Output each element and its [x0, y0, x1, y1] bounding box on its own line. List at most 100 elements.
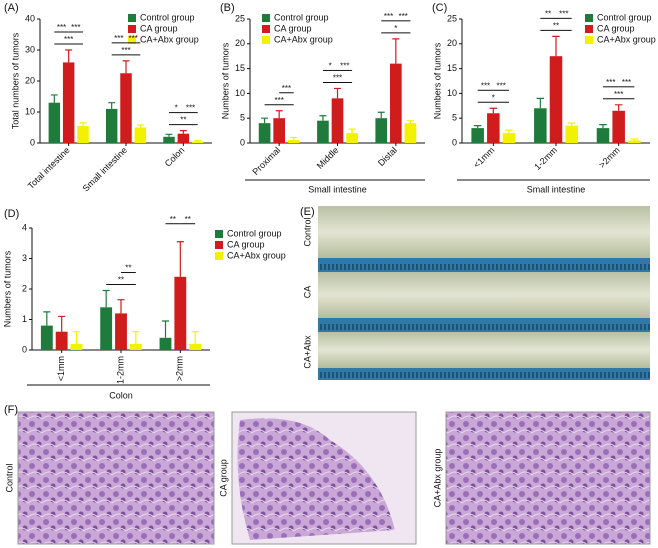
- significance-label: **: [118, 276, 124, 285]
- panel-label: (E): [300, 206, 315, 218]
- bar: [612, 110, 625, 143]
- y-tick-label: 15: [447, 63, 457, 73]
- legend-label: CA+Abx group: [140, 34, 199, 44]
- x-tick-label: 1-2mm: [115, 356, 125, 384]
- error-bar: [489, 107, 498, 114]
- bar: [471, 128, 484, 143]
- panel-label: (C): [432, 2, 447, 14]
- y-tick-label: 10: [235, 88, 245, 98]
- bar: [100, 307, 113, 350]
- bar: [565, 125, 578, 143]
- error-bar: [290, 136, 298, 141]
- bar: [549, 56, 563, 144]
- x-axis-title: Small intestine: [308, 184, 367, 194]
- significance-label: ***: [64, 35, 73, 44]
- y-tick-label: 5: [240, 113, 245, 123]
- bar: [628, 140, 641, 143]
- significance-label: ***: [622, 78, 631, 87]
- bar: [258, 123, 271, 143]
- bar: [40, 325, 53, 350]
- bar: [120, 73, 132, 143]
- legend-swatch: [215, 252, 223, 260]
- error-bar: [65, 49, 73, 63]
- bar: [534, 108, 547, 143]
- bar: [48, 102, 61, 143]
- y-tick-label: 0: [22, 344, 27, 354]
- bar: [189, 343, 202, 350]
- significance-label: **: [185, 215, 191, 224]
- y-tick-label: 0: [452, 137, 457, 147]
- bar: [55, 331, 68, 350]
- x-tick-label: Colon: [163, 145, 187, 169]
- x-tick-label: >2mm: [597, 145, 622, 170]
- significance-label: *: [492, 93, 495, 102]
- legend-swatch: [128, 14, 136, 22]
- significance-label: ***: [114, 34, 123, 43]
- error-bar: [102, 289, 110, 308]
- significance-label: ***: [614, 90, 623, 99]
- significance-label: ***: [333, 74, 342, 83]
- error-bar: [599, 124, 607, 129]
- y-tick-label: 5: [452, 113, 457, 123]
- bar: [346, 133, 358, 143]
- significance-label: ***: [121, 46, 130, 55]
- legend-label: Control group: [227, 228, 282, 238]
- error-bar: [179, 130, 187, 134]
- photo-e: [318, 206, 650, 380]
- x-tick-label: Middle: [315, 145, 341, 171]
- significance-label: ***: [398, 12, 407, 21]
- significance-label: ***: [481, 81, 490, 90]
- significance-label: ***: [128, 34, 137, 43]
- error-bar: [536, 97, 545, 109]
- x-axis-title: Small intestine: [527, 184, 586, 194]
- image-label: CA+Abx group: [432, 449, 442, 508]
- error-bar: [165, 133, 173, 137]
- y-tick-label: 0: [30, 137, 35, 147]
- legend-swatch: [215, 230, 223, 238]
- bar: [317, 120, 329, 143]
- legend-label: CA group: [227, 239, 265, 249]
- bar: [129, 343, 142, 350]
- error-bar: [552, 35, 560, 57]
- bar: [62, 62, 75, 143]
- legend-label: CA group: [140, 23, 178, 33]
- legend-label: CA+Abx group: [274, 34, 333, 44]
- significance-label: ***: [57, 23, 66, 32]
- error-bar: [108, 102, 116, 109]
- bar: [404, 123, 417, 143]
- significance-label: ***: [340, 62, 349, 71]
- x-tick-label: Proximal: [250, 145, 282, 177]
- y-tick-label: 30: [25, 44, 35, 54]
- y-axis-title: Numbers of tumors: [2, 250, 12, 327]
- legend-swatch: [262, 25, 270, 33]
- y-tick-label: 20: [25, 75, 35, 85]
- error-bar: [161, 320, 170, 338]
- y-tick-label: 0: [240, 137, 245, 147]
- legend-swatch: [585, 25, 593, 33]
- x-tick-label: 1-2mm: [532, 145, 559, 172]
- legend-label: CA group: [274, 23, 312, 33]
- significance-label: ***: [274, 96, 283, 105]
- legend-swatch: [215, 241, 223, 249]
- significance-label: ***: [606, 78, 615, 87]
- legend-label: CA+Abx group: [597, 34, 656, 44]
- panel-label: (B): [220, 2, 235, 14]
- bar: [191, 141, 204, 143]
- legend-swatch: [585, 36, 593, 44]
- x-tick-label: Total intestine: [26, 145, 72, 191]
- error-bar: [132, 331, 140, 344]
- legend-label: Control group: [274, 12, 329, 22]
- significance-label: *: [329, 62, 332, 71]
- error-bar: [79, 122, 87, 126]
- error-bar: [43, 311, 51, 326]
- panel-label: (A): [4, 2, 19, 14]
- image-label: Control: [4, 463, 14, 492]
- error-bar: [505, 129, 513, 134]
- row-label: Control: [302, 217, 312, 246]
- significance-label: **: [545, 9, 551, 18]
- bar: [596, 128, 610, 143]
- bar: [174, 276, 187, 350]
- error-bar: [122, 60, 130, 74]
- y-tick-label: 3: [22, 253, 27, 263]
- bar: [331, 98, 344, 143]
